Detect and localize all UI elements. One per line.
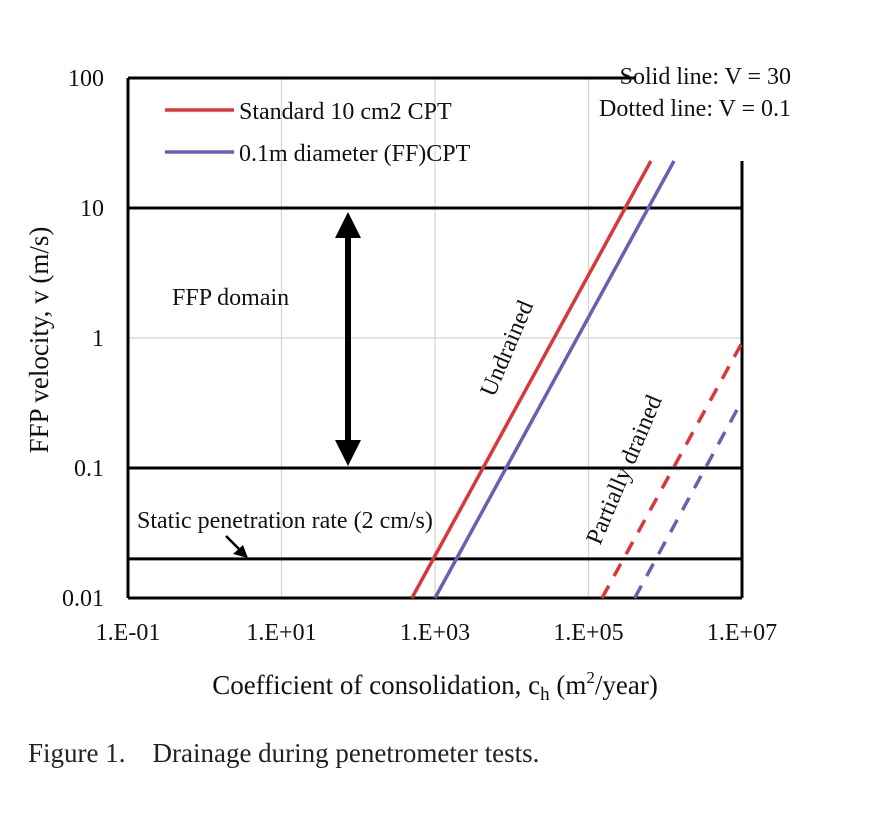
- series-line-standard-solid: [410, 160, 653, 599]
- y-tick-label: 0.1: [74, 456, 104, 482]
- series-line-ff-dotted: [633, 399, 744, 599]
- note-solid-line: Solid line: V = 30: [620, 64, 791, 90]
- partially-drained-label: Partially drained: [582, 392, 668, 549]
- note-dotted-line: Dotted line: V = 0.1: [599, 96, 791, 122]
- x-axis-title-unit-open: (m: [550, 670, 587, 700]
- y-axis-title: FFP velocity, v (m/s): [24, 227, 54, 454]
- ffp-domain-label: FFP domain: [172, 285, 289, 311]
- tick-labels: 1.E-01 1.E+01 1.E+03 1.E+05 1.E+07 0.01 0.1 1 10…: [62, 66, 777, 646]
- x-tick-label: 1.E+01: [246, 620, 316, 646]
- y-tick-label: 10: [80, 196, 104, 222]
- y-tick-label: 0.01: [62, 586, 104, 612]
- x-axis-title-unit-superscript: 2: [586, 668, 595, 687]
- ffp-domain-arrow: [335, 212, 361, 466]
- static-rate-label: Static penetration rate (2 cm/s): [137, 508, 433, 534]
- x-tick-label: 1.E+07: [707, 620, 777, 646]
- series-lines: [410, 160, 744, 599]
- series-line-ff-solid: [433, 160, 676, 599]
- x-axis-title-subscript: h: [540, 684, 550, 705]
- figure-caption: Figure 1. Drainage during penetrometer t…: [28, 738, 540, 768]
- legend: Standard 10 cm2 CPT 0.1m diameter (FF)CP…: [165, 99, 471, 167]
- x-axis-title: Coefficient of consolidation, ch (m2/yea…: [212, 668, 658, 705]
- x-tick-label: 1.E+03: [400, 620, 470, 646]
- legend-label-ff: 0.1m diameter (FF)CPT: [239, 141, 471, 167]
- x-axis-title-main: Coefficient of consolidation, c: [212, 670, 540, 700]
- x-tick-label: 1.E+05: [553, 620, 623, 646]
- y-tick-label: 100: [68, 66, 104, 92]
- static-rate-arrow: [225, 535, 248, 558]
- x-tick-label: 1.E-01: [96, 620, 161, 646]
- x-axis-title-unit-close: /year): [595, 670, 658, 700]
- legend-label-standard: Standard 10 cm2 CPT: [239, 99, 452, 125]
- y-tick-label: 1: [92, 326, 104, 352]
